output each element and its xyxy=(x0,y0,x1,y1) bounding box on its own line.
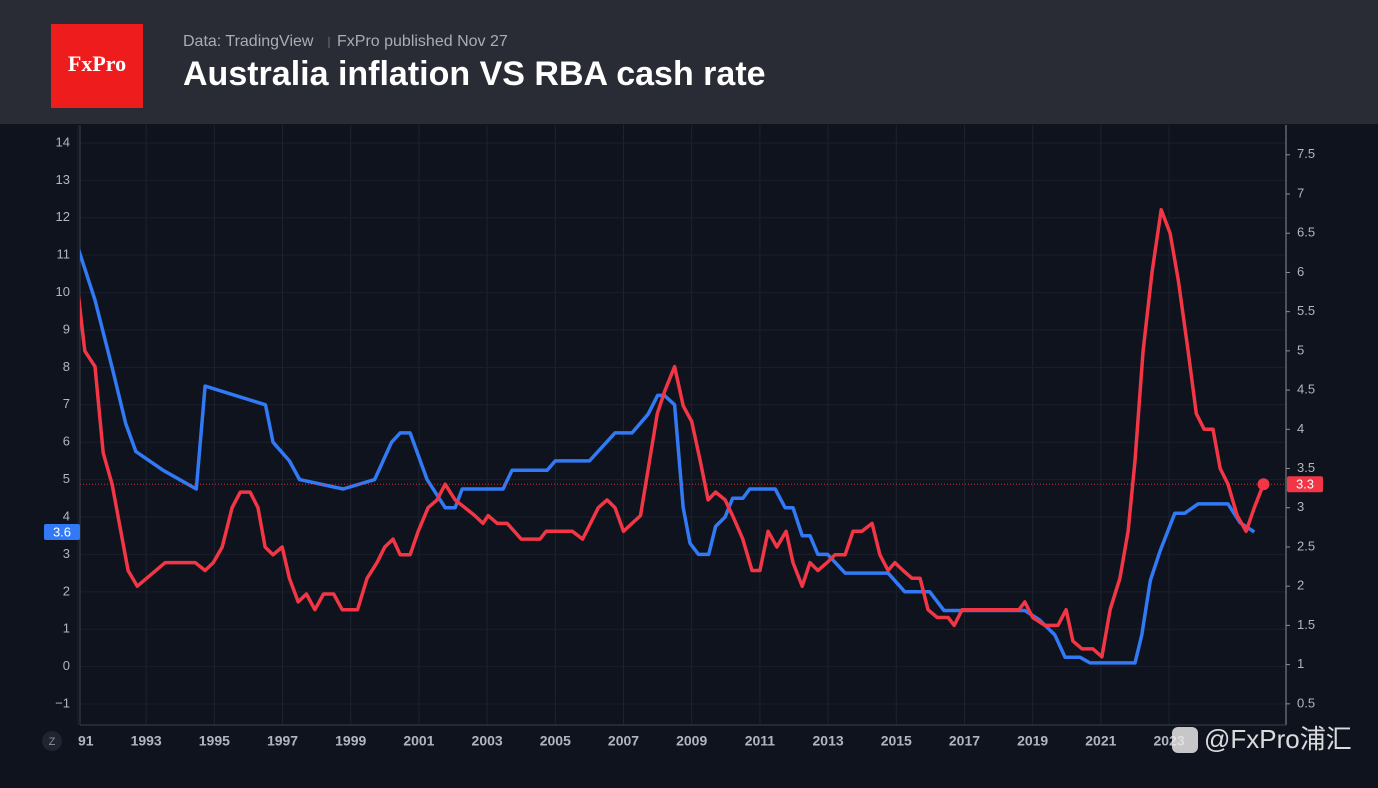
labels: −1012345678910111213140.511.522.533.544.… xyxy=(44,134,1323,710)
watermark: @FxPro浦汇 xyxy=(1204,724,1352,754)
y2-tick-label: 6.5 xyxy=(1297,225,1315,240)
y-tick-label: 5 xyxy=(63,471,70,486)
y-tick-label: 1 xyxy=(63,621,70,636)
y2-tick-label: 0.5 xyxy=(1297,695,1315,710)
end-marker xyxy=(1257,478,1270,491)
y-tick-label: −1 xyxy=(55,695,70,710)
header-bar xyxy=(0,0,1378,124)
y2-tick-label: 3.5 xyxy=(1297,460,1315,475)
y2-tick-label: 7 xyxy=(1297,185,1304,200)
x-tick-label: 2015 xyxy=(881,733,912,749)
y2-tick-label: 5 xyxy=(1297,342,1304,357)
y-tick-label: 6 xyxy=(63,434,70,449)
watermark-icon xyxy=(1172,727,1198,753)
last-value-label: 3.3 xyxy=(1296,477,1314,492)
x-tick-label: 1993 xyxy=(131,733,162,749)
published: FxPro published Nov 27 xyxy=(337,33,508,50)
y-tick-label: 3 xyxy=(63,546,70,561)
x-tick-label: 2019 xyxy=(1017,733,1048,749)
x-tick-label: 2009 xyxy=(676,733,707,749)
y2-tick-label: 2 xyxy=(1297,578,1304,593)
x-tick-label: 2017 xyxy=(949,733,980,749)
x-tick-label: 2003 xyxy=(472,733,503,749)
y2-tick-label: 6 xyxy=(1297,264,1304,279)
series-line xyxy=(80,248,1256,665)
y-tick-label: 14 xyxy=(56,134,70,149)
y2-tick-label: 5.5 xyxy=(1297,303,1315,318)
y2-tick-label: 7.5 xyxy=(1297,146,1315,161)
zoom-button[interactable] xyxy=(42,731,62,751)
y-tick-label: 10 xyxy=(56,284,70,299)
x-tick-label: 2011 xyxy=(745,733,776,749)
y2-tick-label: 1 xyxy=(1297,656,1304,671)
y2-tick-label: 4.5 xyxy=(1297,382,1315,397)
x-tick-label: 2005 xyxy=(540,733,571,749)
x-tick-label: 2001 xyxy=(403,733,434,749)
y2-tick-label: 4 xyxy=(1297,421,1304,436)
chart-title: Australia inflation VS RBA cash rate xyxy=(183,55,766,93)
x-tick-label: 2007 xyxy=(608,733,639,749)
last-value-box xyxy=(1287,476,1323,493)
series-line xyxy=(80,207,1266,659)
logo: FxPro xyxy=(68,51,126,76)
y-tick-label: 4 xyxy=(63,508,70,523)
y-tick-label: 11 xyxy=(57,247,71,262)
last-value-box xyxy=(44,523,80,540)
y-tick-label: 12 xyxy=(56,209,70,224)
y-tick-label: 13 xyxy=(56,172,70,187)
x-tick-label: 1991 xyxy=(62,733,93,749)
x-tick-label: 2013 xyxy=(813,733,844,749)
logo-box xyxy=(51,24,143,108)
x-labels: 1991 1993 1995 1997 1999 2001 2003 2005 2007 2009… xyxy=(62,733,1185,749)
y-tick-label: 7 xyxy=(63,396,70,411)
y2-tick-label: 2.5 xyxy=(1297,538,1315,553)
x-tick-label: 1999 xyxy=(335,733,366,749)
y2-tick-label: 1.5 xyxy=(1297,617,1315,632)
source: Data: TradingView xyxy=(183,33,314,50)
x-tick-label: 2021 xyxy=(1085,733,1116,749)
last-value-label: 3.6 xyxy=(53,524,71,539)
y-tick-label: 2 xyxy=(63,583,70,598)
zoom-label: Z xyxy=(49,736,56,748)
y2-tick-label: 3 xyxy=(1297,499,1304,514)
x-tick-label: 1995 xyxy=(199,733,230,749)
y-tick-label: 0 xyxy=(63,658,70,673)
plot xyxy=(80,207,1286,665)
y-tick-label: 8 xyxy=(63,359,70,374)
y-tick-label: 9 xyxy=(63,321,70,336)
grid xyxy=(77,125,1286,725)
x-tick-label: 1997 xyxy=(267,733,298,749)
